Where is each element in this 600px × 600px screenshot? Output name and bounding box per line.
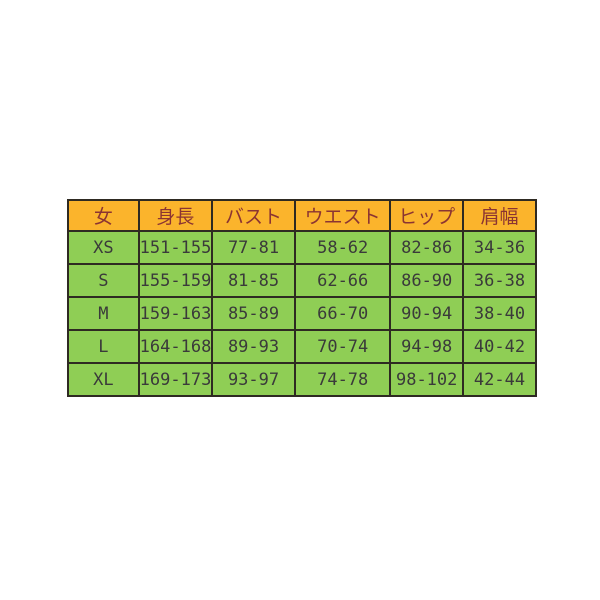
column-header-gender: 女	[67, 199, 140, 232]
table-cell: 74-78	[293, 362, 392, 397]
table-cell: 159-163	[137, 296, 214, 331]
table-row: XS 151-155 77-81 58-62 82-86 34-36	[67, 230, 538, 265]
size-label-cell: S	[67, 263, 140, 298]
table-cell: 36-38	[461, 263, 538, 298]
table-cell: 77-81	[211, 230, 296, 265]
table-cell: 81-85	[211, 263, 296, 298]
table-cell: 93-97	[211, 362, 296, 397]
table-cell: 90-94	[389, 296, 464, 331]
table-cell: 169-173	[137, 362, 214, 397]
table-cell: 155-159	[137, 263, 214, 298]
table-cell: 38-40	[461, 296, 538, 331]
size-label-cell: L	[67, 329, 140, 364]
table-cell: 66-70	[293, 296, 392, 331]
table-cell: 42-44	[461, 362, 538, 397]
table-row: L 164-168 89-93 70-74 94-98 40-42	[67, 329, 538, 364]
table-cell: 82-86	[389, 230, 464, 265]
size-chart-table: 女 身長 バスト ウエスト ヒップ 肩幅 XS 151-155 77-81 58…	[67, 199, 538, 397]
table-cell: 151-155	[137, 230, 214, 265]
size-label-cell: XL	[67, 362, 140, 397]
size-label-cell: M	[67, 296, 140, 331]
header-row: 女 身長 バスト ウエスト ヒップ 肩幅	[67, 199, 538, 232]
table-row: M 159-163 85-89 66-70 90-94 38-40	[67, 296, 538, 331]
table-cell: 40-42	[461, 329, 538, 364]
table-cell: 58-62	[293, 230, 392, 265]
column-header-bust: バスト	[211, 199, 296, 232]
table-cell: 98-102	[389, 362, 464, 397]
table-cell: 34-36	[461, 230, 538, 265]
size-label-cell: XS	[67, 230, 140, 265]
column-header-shoulder: 肩幅	[461, 199, 538, 232]
table-cell: 89-93	[211, 329, 296, 364]
table-row: XL 169-173 93-97 74-78 98-102 42-44	[67, 362, 538, 397]
table-cell: 85-89	[211, 296, 296, 331]
table-cell: 94-98	[389, 329, 464, 364]
column-header-height: 身長	[137, 199, 214, 232]
table-cell: 164-168	[137, 329, 214, 364]
table-cell: 70-74	[293, 329, 392, 364]
table-cell: 86-90	[389, 263, 464, 298]
column-header-waist: ウエスト	[293, 199, 392, 232]
table-cell: 62-66	[293, 263, 392, 298]
table-row: S 155-159 81-85 62-66 86-90 36-38	[67, 263, 538, 298]
column-header-hip: ヒップ	[389, 199, 464, 232]
